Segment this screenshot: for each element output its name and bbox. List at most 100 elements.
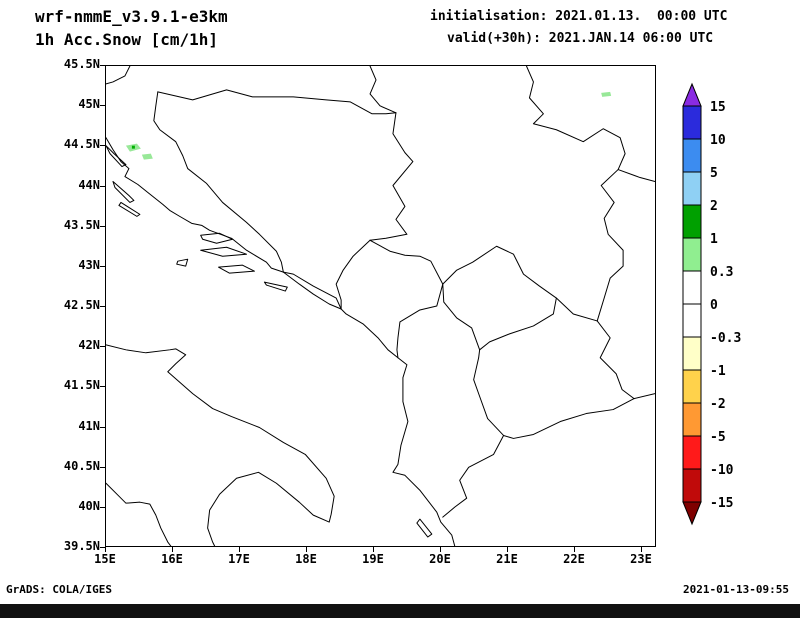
- border-montenegro-serbia: [369, 239, 444, 285]
- border-greece-bulgaria: [633, 393, 655, 400]
- grads-credit: GrADS: COLA/IGES: [6, 583, 112, 596]
- y-axis-label: 40N: [78, 498, 100, 513]
- colorbar-segment: [682, 105, 702, 140]
- y-axis-label: 42N: [78, 338, 100, 353]
- border-bosnia-montenegro: [335, 239, 371, 310]
- y-axis-tick: [100, 547, 105, 548]
- colorbar-segment: [682, 435, 702, 470]
- valid-time-text: valid(+30h): 2021.JAN.14 06:00 UTC: [447, 31, 714, 46]
- colorbar-label: -1: [710, 364, 726, 379]
- x-axis-tick: [373, 547, 374, 552]
- border-croatia-bosnia-sava: [157, 89, 397, 115]
- snow-patch: [141, 153, 153, 160]
- coastline-east-adriatic: [106, 137, 456, 546]
- x-axis-label: 20E: [429, 552, 451, 566]
- bottom-bar: [0, 604, 800, 618]
- island-pag: [106, 145, 127, 168]
- colorbar-segment: [682, 369, 702, 404]
- colorbar-segment: [682, 204, 702, 239]
- colorbar-segment: [682, 402, 702, 437]
- map-frame: [105, 65, 656, 547]
- colorbar-label: -0.3: [710, 331, 741, 346]
- colorbar-label: 15: [710, 100, 726, 115]
- colorbar-label: 0.3: [710, 265, 733, 280]
- colorbar-segment: [682, 138, 702, 173]
- x-axis-label: 21E: [496, 552, 518, 566]
- x-axis-label: 19E: [362, 552, 384, 566]
- border-macedonia-albania: [473, 349, 505, 436]
- coastline-italy-west: [106, 482, 172, 546]
- border-macedonia-bulgaria: [596, 320, 635, 400]
- colorbar-label: 10: [710, 133, 726, 148]
- colorbar-segment: [682, 303, 702, 338]
- x-axis-tick: [172, 547, 173, 552]
- y-axis-label: 42.5N: [63, 298, 100, 312]
- coastlines: [106, 137, 456, 546]
- colorbar-arrow-up: [682, 82, 702, 107]
- y-axis-label: 43.5N: [63, 217, 100, 232]
- border-serbia-macedonia: [555, 297, 598, 322]
- y-axis-label: 40.5N: [63, 458, 100, 473]
- colorbar-label: 2: [710, 199, 718, 214]
- x-axis-tick: [507, 547, 508, 552]
- island-vis: [176, 258, 189, 267]
- island-brac: [200, 232, 234, 244]
- colorbar-label: -10: [710, 463, 734, 478]
- x-axis-label: 23E: [630, 552, 652, 566]
- x-axis-tick: [105, 547, 106, 552]
- island-ugljan-pasman: [112, 181, 135, 203]
- map-svg: [106, 66, 655, 546]
- variable-title: 1h Acc.Snow [cm/1h]: [35, 30, 219, 49]
- island-corfu: [416, 518, 433, 538]
- initialisation-text: initialisation: 2021.01.13. 00:00 UTC: [430, 9, 728, 24]
- border-montenegro-albania: [396, 283, 444, 359]
- colorbar-label: -15: [710, 496, 733, 511]
- border-croatia-serbia: [369, 66, 397, 114]
- y-axis-label: 43N: [78, 257, 100, 272]
- x-axis-tick: [239, 547, 240, 552]
- x-axis-tick: [440, 547, 441, 552]
- border-bosnia-serbia-drina: [369, 112, 414, 241]
- snow-patches: [125, 91, 612, 160]
- y-axis-label: 41.5N: [63, 378, 100, 393]
- x-axis-label: 17E: [228, 552, 250, 566]
- coastline-italy-puglia: [106, 344, 335, 546]
- border-kosovo-outline: [442, 245, 557, 351]
- colorbar-arrow-down: [682, 501, 702, 526]
- border-albania-greece: [442, 434, 505, 518]
- model-title: wrf-nmmE_v3.9.1-e3km: [35, 7, 228, 26]
- colorbar: 15 10 5 2 1 0.3 0 -0.3 -1 -2 -5 -10 -15: [682, 82, 741, 526]
- colorbar-segment: [682, 237, 702, 272]
- snow-patch: [601, 91, 612, 97]
- colorbar-segment: [682, 468, 702, 503]
- island-hvar: [200, 246, 247, 257]
- x-axis-tick: [574, 547, 575, 552]
- x-axis-label: 18E: [295, 552, 317, 566]
- border-macedonia-greece: [503, 398, 635, 439]
- colorbar-label: -2: [710, 397, 726, 412]
- y-axis-label: 39.5N: [63, 539, 100, 553]
- creation-timestamp: 2021-01-13-09:55: [683, 583, 789, 596]
- colorbar-segment: [682, 270, 702, 305]
- colorbar-segment: [682, 336, 702, 371]
- island-korcula: [218, 264, 255, 274]
- x-axis-label: 15E: [94, 552, 116, 566]
- colorbar-label: 5: [710, 166, 718, 181]
- x-axis-tick: [641, 547, 642, 552]
- border-croatia-bosnia-south: [282, 271, 342, 310]
- country-borders: [106, 66, 655, 518]
- y-axis-label: 44.5N: [63, 137, 100, 152]
- border-slovenia-croatia: [106, 66, 131, 85]
- colorbar-label: -5: [710, 430, 726, 445]
- y-axis-label: 41N: [78, 418, 100, 433]
- y-axis-label: 45.5N: [63, 57, 100, 71]
- colorbar-label: 0: [710, 298, 718, 313]
- island-kornati: [118, 201, 141, 217]
- border-serbia-romania-danube: [525, 66, 655, 183]
- border-serbia-bulgaria: [596, 169, 624, 322]
- colorbar-label: 1: [710, 232, 718, 247]
- x-axis-label: 22E: [563, 552, 585, 566]
- snow-patch-core: [131, 145, 135, 149]
- colorbar-segment: [682, 171, 702, 206]
